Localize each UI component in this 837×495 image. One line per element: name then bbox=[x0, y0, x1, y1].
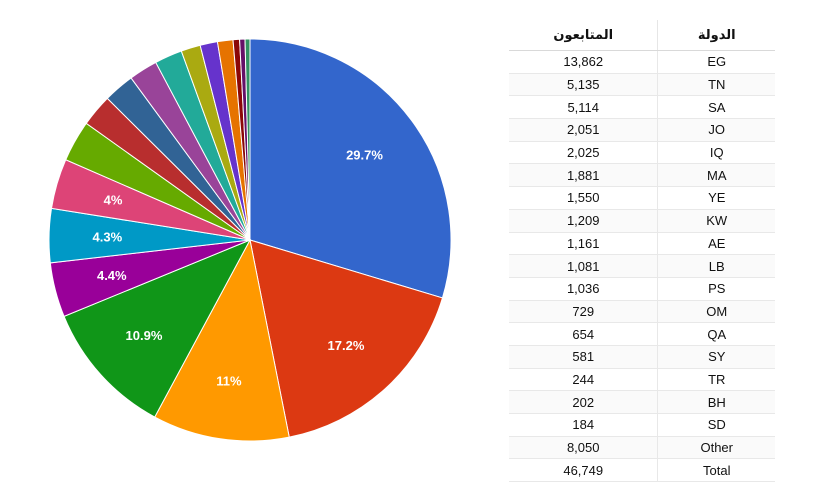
pie-chart: 29.7% 17.2% 11% 10.9% 4.4% 4.3% 4% bbox=[48, 38, 452, 442]
table-row: 1,081 LB bbox=[509, 254, 775, 278]
table-row: 13,862 EG bbox=[509, 50, 775, 74]
followers-cell: 1,081 bbox=[509, 254, 659, 278]
country-cell: BH bbox=[657, 390, 775, 414]
followers-cell: 729 bbox=[509, 300, 659, 324]
country-cell: JO bbox=[657, 118, 775, 142]
country-cell: MA bbox=[657, 163, 775, 188]
country-cell: IQ bbox=[657, 141, 775, 165]
slice-label-tn: 17.2% bbox=[328, 338, 365, 353]
followers-table: المتابعون الدولة 13,862 EG 5,135 TN 5,114 S… bbox=[509, 20, 775, 483]
slice-label-other: 10.9% bbox=[126, 328, 163, 343]
table-row: 202 BH bbox=[509, 390, 775, 414]
followers-cell: 8,050 bbox=[509, 436, 659, 460]
country-cell: YE bbox=[657, 186, 775, 210]
table-row: 654 QA bbox=[509, 322, 775, 346]
country-cell: Total bbox=[657, 458, 775, 483]
slice-label-sa: 11% bbox=[216, 374, 242, 389]
followers-cell: 202 bbox=[509, 390, 659, 414]
country-cell: KW bbox=[657, 209, 775, 233]
pie-slice-eg bbox=[249, 38, 452, 299]
followers-cell: 2,051 bbox=[509, 118, 659, 142]
pie-slice-tn bbox=[249, 239, 444, 438]
country-cell: Other bbox=[657, 436, 775, 460]
followers-cell: 2,025 bbox=[509, 141, 659, 165]
slice-label-iq: 4.3% bbox=[93, 229, 123, 244]
header-country: الدولة bbox=[657, 20, 775, 51]
slice-label-jo: 4.4% bbox=[97, 268, 127, 283]
followers-cell: 1,161 bbox=[509, 232, 659, 256]
pie-slice-sd bbox=[244, 38, 251, 241]
table-row: 8,050 Other bbox=[509, 436, 775, 460]
followers-cell: 654 bbox=[509, 322, 659, 346]
country-cell: SY bbox=[657, 345, 775, 369]
table-row: 729 OM bbox=[509, 300, 775, 324]
followers-cell: 244 bbox=[509, 368, 659, 392]
country-cell: SD bbox=[657, 413, 775, 437]
country-cell: SA bbox=[657, 95, 775, 120]
table-row: 5,135 TN bbox=[509, 73, 775, 97]
header-followers: المتابعون bbox=[509, 20, 659, 51]
slice-label-ma: 4% bbox=[104, 192, 123, 207]
followers-cell: 1,209 bbox=[509, 209, 659, 233]
table-row: 2,051 JO bbox=[509, 118, 775, 142]
followers-cell: 184 bbox=[509, 413, 659, 437]
followers-cell: 5,135 bbox=[509, 73, 659, 97]
table-row: 1,036 PS bbox=[509, 277, 775, 301]
followers-cell: 46,749 bbox=[509, 458, 659, 483]
pie-slice-sa bbox=[154, 238, 290, 442]
pie-chart-svg: 29.7% 17.2% 11% 10.9% 4.4% 4.3% 4% bbox=[48, 38, 452, 442]
followers-cell: 581 bbox=[509, 345, 659, 369]
followers-cell: 5,114 bbox=[509, 95, 659, 120]
table-row: 1,161 AE bbox=[509, 232, 775, 256]
followers-cell: 13,862 bbox=[509, 50, 659, 74]
table-body: 13,862 EG 5,135 TN 5,114 SA 2,051 JO 2,025 IQ… bbox=[509, 50, 775, 483]
country-cell: OM bbox=[657, 300, 775, 324]
table-row: 581 SY bbox=[509, 345, 775, 369]
followers-cell: 1,881 bbox=[509, 163, 659, 188]
country-cell: AE bbox=[657, 232, 775, 256]
slice-label-eg: 29.7% bbox=[346, 147, 383, 162]
country-cell: TN bbox=[657, 73, 775, 97]
table-row: 1,881 MA bbox=[509, 163, 775, 188]
table-row: 46,749 Total bbox=[509, 458, 775, 483]
country-cell: PS bbox=[657, 277, 775, 301]
pie-slice-other bbox=[63, 239, 252, 418]
table-header-row: المتابعون الدولة bbox=[509, 20, 775, 51]
table-row: 2,025 IQ bbox=[509, 141, 775, 165]
country-cell: TR bbox=[657, 368, 775, 392]
country-cell: LB bbox=[657, 254, 775, 278]
table-row: 244 TR bbox=[509, 368, 775, 392]
table-row: 1,209 KW bbox=[509, 209, 775, 233]
followers-cell: 1,036 bbox=[509, 277, 659, 301]
followers-cell: 1,550 bbox=[509, 186, 659, 210]
table-row: 184 SD bbox=[509, 413, 775, 437]
country-cell: QA bbox=[657, 322, 775, 346]
country-cell: EG bbox=[657, 50, 775, 74]
table-row: 1,550 YE bbox=[509, 186, 775, 210]
table-row: 5,114 SA bbox=[509, 95, 775, 120]
